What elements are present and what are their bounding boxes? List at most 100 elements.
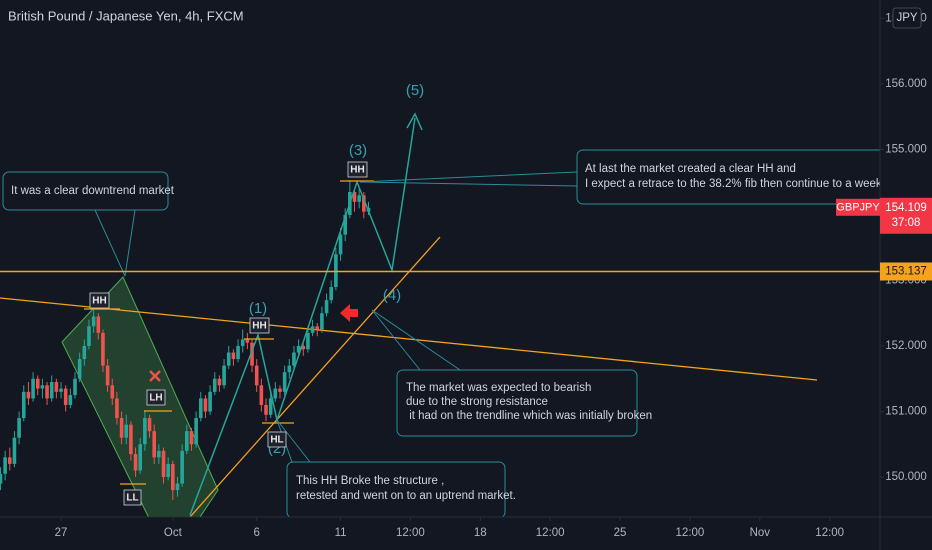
- candle-body: [180, 450, 184, 484]
- candle-body: [175, 483, 180, 491]
- callout-box: [286, 461, 506, 517]
- candle-body: [147, 418, 152, 432]
- candle-body: [273, 388, 278, 399]
- y-tick-label: 152.000: [885, 340, 927, 352]
- candle-body: [96, 316, 101, 333]
- x-tick-label: 12:00: [815, 527, 844, 539]
- x-tick-label: 11: [335, 527, 347, 539]
- level-badge-text: 153.137: [885, 266, 927, 278]
- candle-body: [82, 345, 87, 360]
- callout-box: [2, 171, 169, 211]
- candle-body: [68, 395, 73, 405]
- wave-label: (5): [406, 82, 424, 99]
- callout-text: This HH Broke the structure ,: [296, 475, 444, 487]
- swing-label: HL: [270, 435, 283, 446]
- candle-body: [59, 388, 63, 392]
- candle-body: [194, 418, 198, 445]
- candle-body: [110, 385, 115, 399]
- candle-body: [268, 398, 273, 415]
- candle-body: [264, 404, 268, 415]
- x-tick-label: 12:00: [676, 527, 705, 539]
- candle-body: [166, 463, 170, 478]
- candle-body: [352, 191, 357, 202]
- level-badge: [880, 262, 932, 281]
- candle-body: [143, 418, 147, 445]
- wave-label: (1): [249, 300, 267, 317]
- candle-body: [101, 332, 105, 366]
- candles: [0, 180, 371, 500]
- y-tick-label: 156.000: [885, 78, 927, 90]
- callout-text: due to the strong resistance: [406, 396, 548, 408]
- callout-text: The market was expected to bearish: [406, 382, 591, 394]
- candle-body: [236, 345, 240, 360]
- callout-text: it had on the trendline which was initia…: [406, 410, 652, 422]
- wave-label: (3): [349, 142, 367, 159]
- callout-text: At last the market created a clear HH an…: [585, 163, 796, 175]
- callout-pointer: [94, 209, 136, 277]
- candle-body: [91, 316, 96, 327]
- candle-body: [315, 326, 320, 330]
- y-tick-label: 155.000: [885, 143, 927, 155]
- swing-label: HH: [92, 296, 106, 307]
- candle-body: [77, 359, 82, 379]
- candle-body: [129, 424, 133, 455]
- candle-body: [115, 398, 119, 419]
- x-tick-label: 12:00: [396, 527, 425, 539]
- countdown: 37:08: [892, 217, 921, 229]
- candle-body: [157, 450, 161, 458]
- candle-body: [3, 457, 7, 474]
- candle-body: [296, 345, 301, 353]
- candle-body: [133, 454, 138, 471]
- x-tick-label: Nov: [750, 527, 771, 539]
- symbol-label: GBPJPY: [836, 202, 880, 214]
- swing-box: [267, 431, 287, 448]
- swing-label: HH: [350, 165, 364, 176]
- wave-path: [189, 117, 416, 516]
- candle-body: [203, 398, 208, 412]
- swing-box: [123, 489, 142, 506]
- chart-title: British Pound / Japanese Yen, 4h, FXCM: [8, 8, 244, 23]
- x-tick-label: Oct: [164, 527, 183, 539]
- candle-body: [198, 398, 203, 419]
- candle-body: [343, 214, 347, 235]
- candle-body: [362, 195, 366, 212]
- candle-body: [292, 352, 296, 366]
- currency-button: [892, 7, 922, 29]
- x-tick-label: 12:00: [536, 527, 565, 539]
- candle-body: [329, 287, 334, 301]
- candle-body: [49, 382, 54, 399]
- price-badge: [880, 197, 932, 234]
- candle-body: [54, 382, 59, 392]
- candle-body: [87, 326, 91, 346]
- candle-body: [254, 365, 259, 386]
- y-tick-label: 151.000: [885, 406, 927, 418]
- swing-box: [146, 389, 166, 406]
- candle-body: [21, 391, 26, 419]
- candle-body: [334, 254, 338, 288]
- trendline: [189, 236, 441, 517]
- candle-body: [259, 385, 264, 405]
- candle-body: [324, 300, 329, 314]
- plot-area: It was a clear downtrend market At last …: [0, 82, 908, 517]
- candle-body: [0, 473, 3, 484]
- swing-box: [249, 317, 270, 334]
- candle-body: [26, 391, 31, 399]
- candle-body: [171, 463, 175, 491]
- candle-body: [31, 378, 35, 399]
- candle-body: [282, 372, 287, 392]
- candle-body: [338, 234, 343, 255]
- x-tick-label: 25: [614, 527, 627, 539]
- callout-pointer: [359, 171, 578, 187]
- callout-pointer: [371, 309, 461, 371]
- candle-body: [226, 352, 231, 366]
- callout-text: I expect a retrace to the 38.2% fib then…: [585, 178, 908, 190]
- swing-label: LH: [149, 393, 162, 404]
- candle-body: [287, 365, 292, 373]
- cross-marker: [149, 370, 161, 382]
- candle-body: [189, 431, 194, 445]
- x-tick-label: 6: [253, 527, 259, 539]
- candle-body: [161, 450, 166, 478]
- arrow-head: [406, 112, 423, 131]
- candle-body: [17, 418, 21, 438]
